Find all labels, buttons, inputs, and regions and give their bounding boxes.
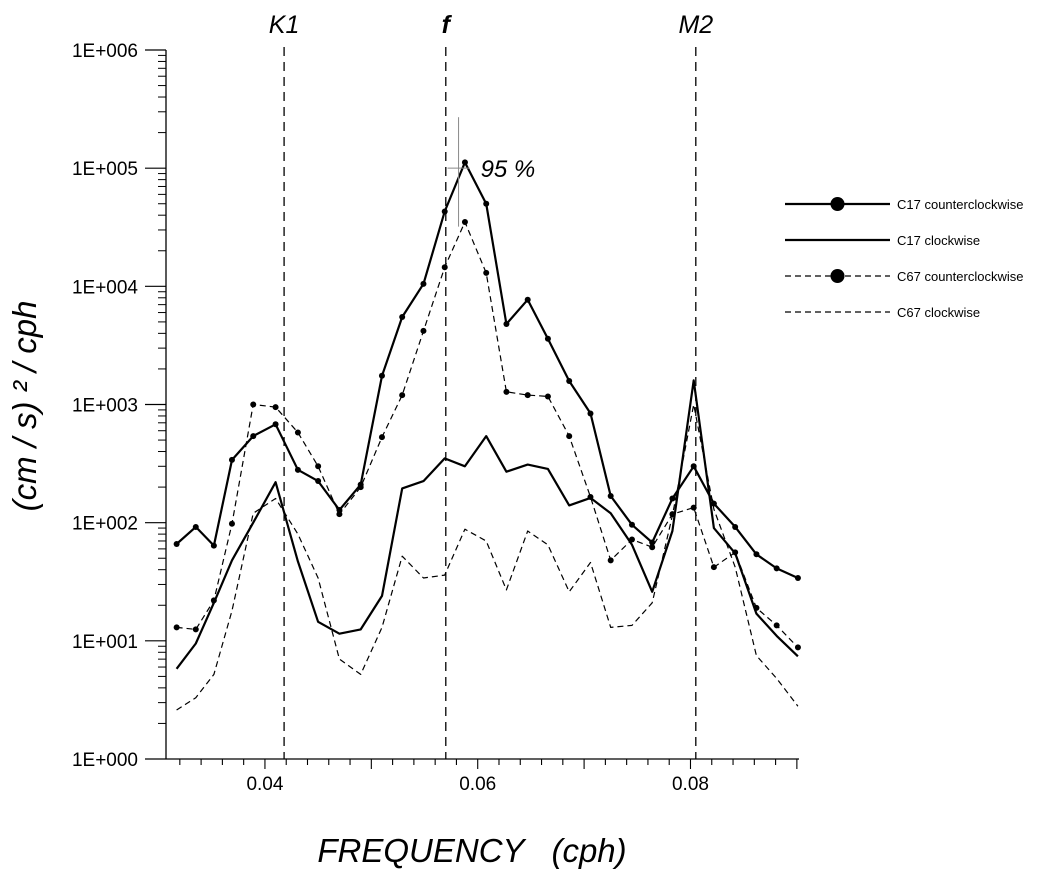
y-axis-title: (cm / s) ² / cph bbox=[6, 301, 43, 512]
data-point bbox=[710, 564, 717, 571]
x-tick-label: 0.04 bbox=[246, 774, 283, 795]
data-point bbox=[461, 159, 468, 166]
data-point bbox=[441, 264, 448, 271]
data-point bbox=[649, 539, 656, 546]
data-point bbox=[587, 410, 594, 417]
data-point bbox=[173, 624, 180, 631]
data-point bbox=[753, 551, 760, 558]
data-point bbox=[294, 429, 301, 436]
series-line bbox=[175, 379, 799, 670]
confidence-interval: 95 % bbox=[447, 117, 536, 227]
data-point bbox=[503, 321, 510, 327]
data-point bbox=[378, 434, 385, 441]
data-point bbox=[607, 557, 614, 564]
data-point bbox=[773, 565, 780, 572]
axes: 1E+000 1E+001 1E+002 1E+003 1E+004 1E+005 1E+0… bbox=[72, 41, 799, 795]
x-axis-title: FREQUENCY (cph) bbox=[317, 832, 626, 869]
data-point bbox=[628, 536, 635, 543]
legend-label: C17 counterclockwise bbox=[897, 197, 1023, 212]
data-point bbox=[210, 597, 217, 604]
ci-label: 95 % bbox=[481, 156, 536, 183]
x-tick-label: 0.08 bbox=[672, 774, 709, 795]
legend-label: C67 counterclockwise bbox=[897, 269, 1023, 284]
series-group bbox=[176, 403, 799, 711]
data-point bbox=[483, 269, 490, 276]
y-tick-label: 1E+001 bbox=[72, 632, 138, 653]
y-tick-label: 1E+006 bbox=[72, 41, 138, 62]
legend-marker bbox=[830, 269, 845, 283]
data-point bbox=[315, 463, 322, 470]
data-point bbox=[461, 219, 468, 226]
data-point bbox=[773, 622, 780, 629]
data-point bbox=[607, 493, 614, 500]
data-point bbox=[524, 296, 531, 303]
series-layer bbox=[173, 159, 801, 711]
data-point bbox=[173, 540, 180, 547]
data-point bbox=[250, 401, 257, 408]
data-point bbox=[544, 335, 551, 342]
data-point bbox=[587, 493, 594, 500]
data-point bbox=[336, 511, 343, 518]
data-point bbox=[669, 495, 676, 502]
legend-marker bbox=[830, 197, 845, 211]
data-point bbox=[794, 644, 801, 651]
data-point bbox=[503, 388, 510, 395]
data-point bbox=[441, 208, 448, 215]
y-tick-label: 1E+004 bbox=[72, 277, 138, 298]
legend-label: C67 clockwise bbox=[897, 305, 980, 320]
data-point bbox=[228, 456, 235, 463]
data-point bbox=[566, 433, 573, 440]
reference-label: f bbox=[442, 11, 453, 39]
data-point bbox=[524, 392, 531, 399]
data-point bbox=[794, 575, 801, 582]
data-point bbox=[420, 327, 427, 334]
data-point bbox=[378, 372, 385, 379]
y-tick-label: 1E+002 bbox=[72, 514, 138, 535]
y-tick-label: 1E+000 bbox=[72, 750, 138, 771]
reference-lines: K1 f M2 bbox=[269, 11, 713, 759]
data-point bbox=[399, 314, 406, 321]
data-point bbox=[272, 404, 279, 411]
data-point bbox=[294, 466, 301, 473]
data-point bbox=[210, 542, 217, 549]
legend-label: C17 clockwise bbox=[897, 233, 980, 248]
series-line bbox=[176, 403, 799, 711]
x-tick-label: 0.06 bbox=[459, 774, 496, 795]
y-tick-label: 1E+003 bbox=[72, 396, 138, 417]
data-point bbox=[483, 200, 490, 207]
data-point bbox=[544, 393, 551, 400]
data-point bbox=[732, 523, 739, 530]
data-point bbox=[315, 478, 322, 485]
y-tick-label: 1E+005 bbox=[72, 159, 138, 180]
data-point bbox=[628, 521, 635, 528]
data-point bbox=[732, 549, 739, 556]
data-point bbox=[690, 463, 697, 470]
data-point bbox=[399, 392, 406, 399]
series-group bbox=[173, 219, 801, 651]
data-point bbox=[710, 500, 717, 507]
data-point bbox=[566, 378, 573, 385]
data-point bbox=[250, 433, 257, 440]
data-point bbox=[420, 280, 427, 287]
reference-label: K1 bbox=[269, 11, 300, 39]
data-point bbox=[228, 520, 235, 527]
data-point bbox=[357, 484, 364, 491]
data-point bbox=[192, 626, 199, 633]
series-line bbox=[176, 221, 799, 648]
data-point bbox=[649, 544, 656, 551]
data-point bbox=[192, 523, 199, 530]
series-group bbox=[173, 159, 801, 582]
legend: C17 counterclockwise C17 clockwise C67 cou… bbox=[785, 197, 1023, 320]
series-line bbox=[175, 161, 799, 580]
data-point bbox=[272, 421, 279, 428]
reference-label: M2 bbox=[678, 11, 713, 39]
data-point bbox=[753, 604, 760, 611]
data-point bbox=[690, 504, 697, 511]
series-group bbox=[175, 379, 799, 670]
